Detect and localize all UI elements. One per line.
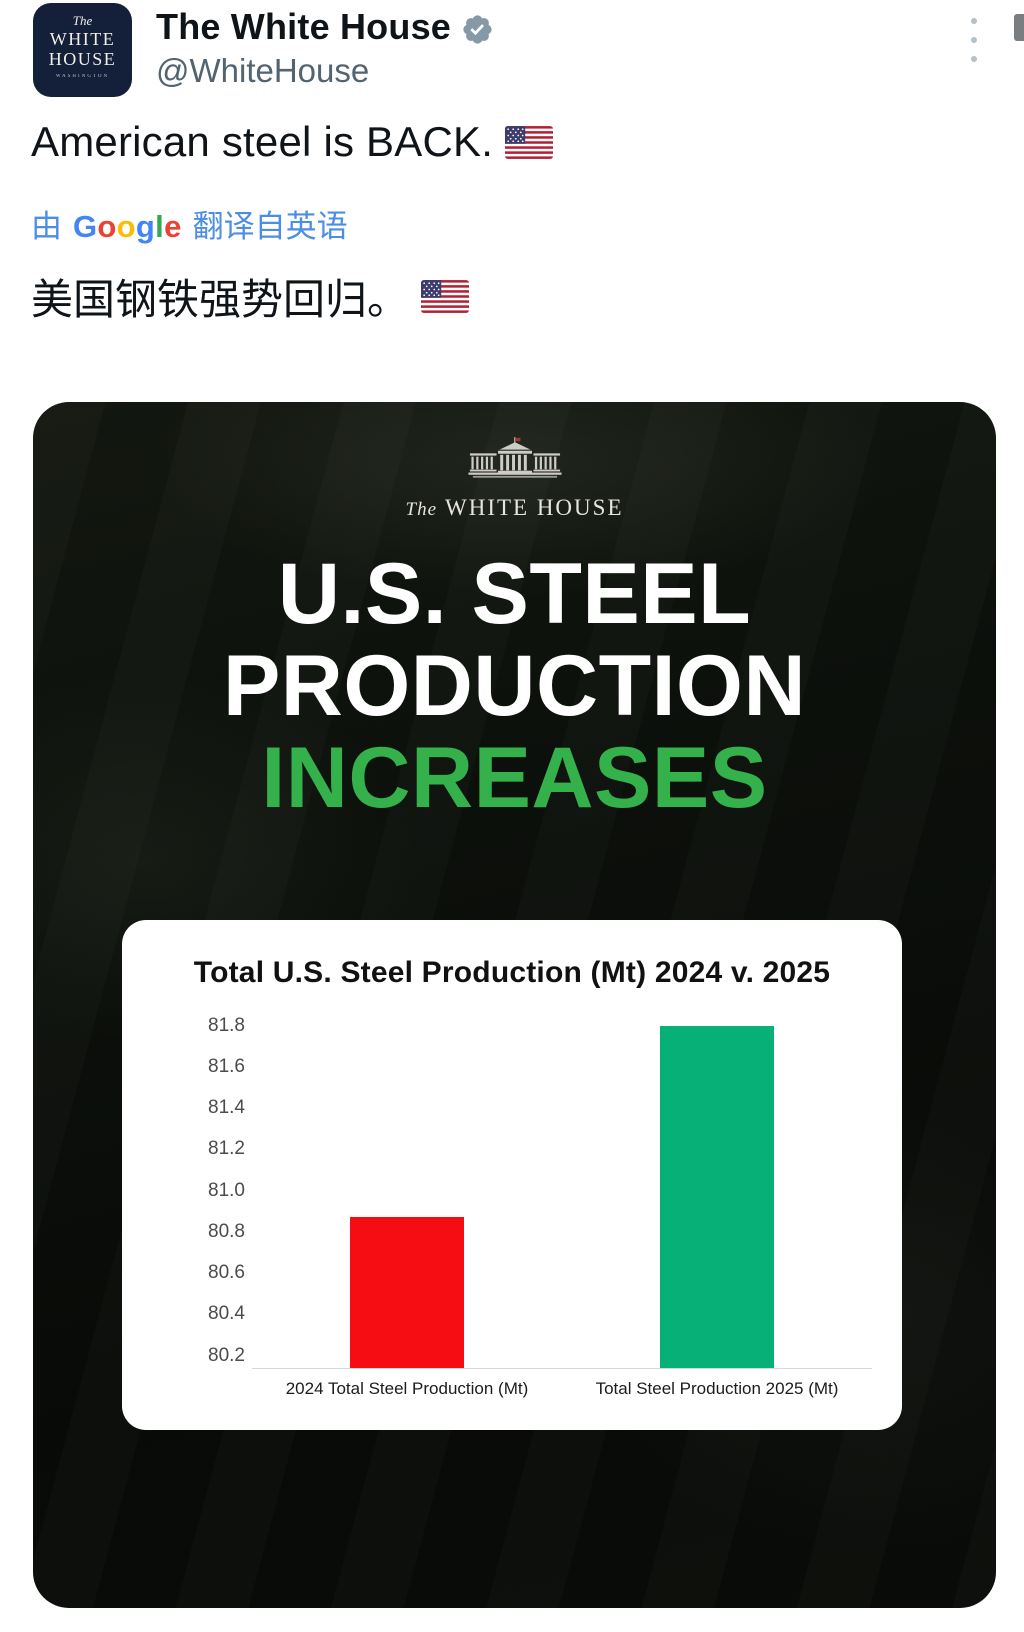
y-tick-label: 81.8 [208, 1014, 245, 1036]
translated-tweet-text: 美国钢铁强势回归。 [31, 266, 470, 327]
tweet-media-image[interactable]: The WHITE HOUSE U.S. STEEL PRODUCTION INC… [33, 402, 996, 1608]
bar-2024 [350, 1217, 464, 1368]
kebab-dot [971, 37, 977, 43]
google-letter: g [135, 209, 156, 244]
chart-title: Total U.S. Steel Production (Mt) 2024 v.… [193, 956, 831, 989]
account-handle: @WhiteHouse [156, 52, 370, 89]
logo-text-name: WHITE HOUSE [445, 495, 624, 520]
y-tick-label: 80.4 [208, 1303, 245, 1325]
bar-slot [562, 1005, 872, 1368]
y-tick-label: 81.0 [208, 1179, 245, 1201]
tweet-text: American steel is BACK. [31, 118, 554, 166]
google-letter: o [116, 209, 136, 244]
tweet-text-content: American steel is BACK. [31, 118, 494, 165]
headline-line-2: PRODUCTION [222, 638, 807, 734]
x-axis-label: Total Steel Production 2025 (Mt) [595, 1379, 839, 1398]
bar-chart: Total U.S. Steel Production (Mt) 2024 v.… [122, 920, 902, 1430]
media-headline: U.S. STEEL PRODUCTION INCREASES [33, 548, 996, 824]
google-letter: l [155, 209, 165, 244]
y-tick-label: 81.2 [208, 1138, 245, 1160]
display-name[interactable]: The White House [156, 6, 452, 47]
y-tick-label: 81.6 [208, 1055, 245, 1077]
google-letter: G [73, 209, 98, 244]
kebab-dot [971, 56, 977, 62]
google-letter: e [164, 209, 182, 244]
y-tick-label: 80.8 [208, 1220, 245, 1242]
bar-2025 [660, 1025, 774, 1368]
bar-slot [252, 1005, 562, 1368]
translation-suffix: 翻译自英语 [192, 209, 348, 244]
white-house-logo-text: The WHITE HOUSE [33, 495, 996, 521]
avatar-text-white: WHITE [49, 29, 116, 49]
translation-attribution: 由 Google 翻译自英语 [31, 201, 348, 246]
avatar-text-washington: WASHINGTON [55, 74, 110, 79]
y-tick-label: 80.6 [208, 1262, 245, 1284]
kebab-dot [971, 18, 977, 24]
account-name-row: The White House [156, 6, 494, 48]
logo-text-the: The [405, 499, 437, 520]
x-axis-label: 2024 Total Steel Production (Mt) [285, 1379, 529, 1398]
avatar-text-house: HOUSE [48, 49, 117, 69]
avatar[interactable]: The WHITE HOUSE WASHINGTON [33, 3, 132, 97]
us-flag-icon [505, 125, 554, 159]
y-axis-labels: 80.2 80.4 80.6 80.8 81.0 81.2 81.4 81.6 81.8 [185, 1005, 245, 1368]
google-letter: o [97, 209, 117, 244]
white-house-building-icon [467, 437, 562, 478]
more-options-button[interactable] [962, 18, 986, 62]
avatar-text-the: The [72, 13, 93, 28]
white-house-logo: The WHITE HOUSE [33, 436, 996, 521]
x-axis-labels: 2024 Total Steel Production (Mt) Total St… [252, 1379, 872, 1399]
plot-area [252, 1005, 872, 1369]
y-tick-label: 80.2 [208, 1344, 245, 1366]
verified-badge-icon [463, 14, 492, 44]
headline-line-3: INCREASES [261, 730, 768, 826]
translated-text-content: 美国钢铁强势回归。 [31, 276, 410, 323]
scrollbar-thumb[interactable] [1014, 14, 1024, 41]
headline-line-1: U.S. STEEL [277, 546, 752, 642]
google-logo: Google [73, 209, 182, 245]
translation-prefix: 由 [31, 209, 62, 244]
y-tick-label: 81.4 [208, 1097, 245, 1119]
us-flag-icon [421, 280, 470, 313]
